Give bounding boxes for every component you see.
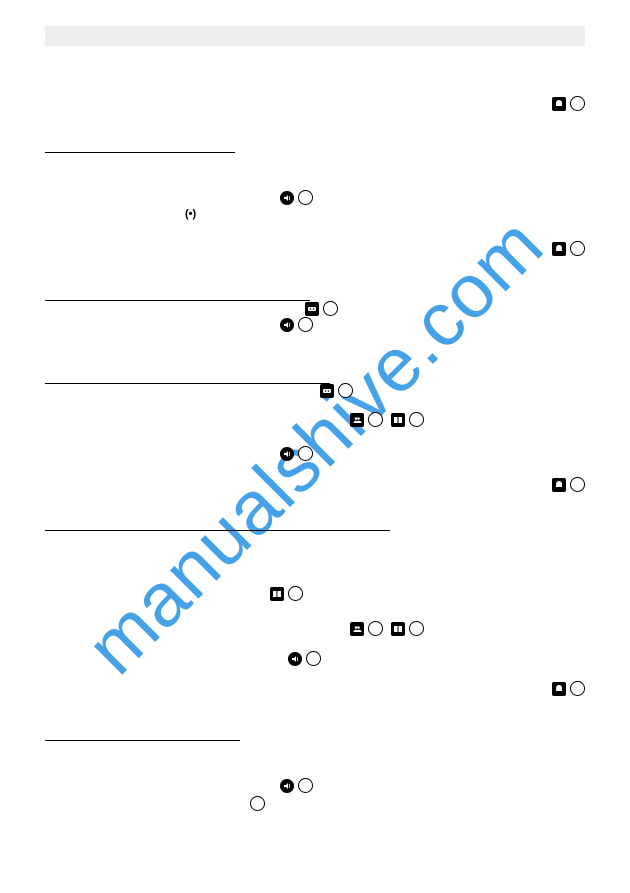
key-circle: [323, 301, 338, 316]
header-bar: [45, 26, 585, 46]
key-circle: [570, 96, 585, 111]
speaker-icon: [280, 779, 294, 793]
row-phone-4: [45, 681, 585, 696]
key-circle: [570, 681, 585, 696]
heading-1: [45, 145, 585, 155]
phone-icon: [552, 478, 566, 492]
key-circle: [288, 586, 303, 601]
row-1: [45, 96, 585, 111]
key-circle: [298, 446, 313, 461]
key-circle: [306, 651, 321, 666]
key-circle: [250, 796, 265, 811]
key-circle: [298, 190, 313, 205]
speaker-icon: [288, 652, 302, 666]
key-circle: [298, 317, 313, 332]
phone-icon: [552, 242, 566, 256]
row-tape-2: [45, 383, 585, 398]
row-phone-3: [45, 477, 585, 492]
heading-4: [45, 523, 585, 533]
tape-icon: [320, 384, 334, 398]
tape-icon: [305, 302, 319, 316]
speaker-icon: [280, 318, 294, 332]
book-icon: [270, 587, 284, 601]
row-ring: (•): [45, 208, 585, 220]
key-circle: [298, 778, 313, 793]
key-circle: [368, 621, 383, 636]
heading-5: [45, 733, 585, 743]
row-speaker-4: [45, 651, 585, 666]
speaker-icon: [280, 191, 294, 205]
row-speaker-2: [45, 317, 585, 332]
key-circle: [338, 383, 353, 398]
row-contacts-2: [45, 621, 585, 636]
row-circle-lone: [45, 796, 585, 811]
key-circle: [368, 412, 383, 427]
row-phone-2: [45, 241, 585, 256]
row-book-2: [45, 586, 585, 601]
key-circle: [570, 477, 585, 492]
row-speaker-5: [45, 778, 585, 793]
row-speaker-3: [45, 446, 585, 461]
phone-icon: [552, 682, 566, 696]
row-contacts-1: [45, 412, 585, 427]
key-circle: [570, 241, 585, 256]
book-icon: [391, 622, 405, 636]
speaker-icon: [280, 447, 294, 461]
key-circle: [409, 412, 424, 427]
book-icon: [391, 413, 405, 427]
ringing-icon: (•): [185, 208, 196, 220]
row-speaker-1: [45, 190, 585, 205]
contacts-icon: [350, 622, 364, 636]
phone-icon: [552, 97, 566, 111]
contacts-icon: [350, 413, 364, 427]
key-circle: [409, 621, 424, 636]
row-tape-1: [45, 301, 585, 316]
